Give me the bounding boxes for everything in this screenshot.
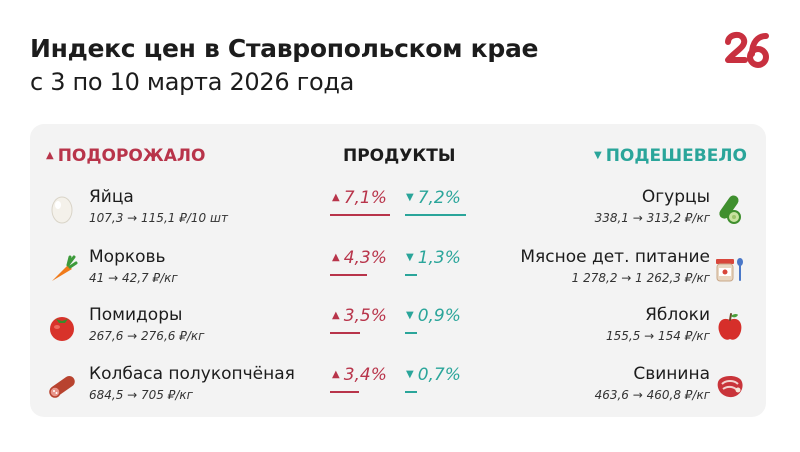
change-down: ▼ 0,7% (406, 365, 461, 385)
change-up-value: 4,3% (343, 248, 387, 268)
change-down: ▼ 0,9% (406, 306, 461, 326)
change-up-bar (330, 274, 367, 276)
change-down: ▼ 1,3% (406, 248, 461, 268)
change-up: ▲ 3,5% (332, 306, 387, 326)
product-down-prices: 1 278,2 → 1 262,3 ₽/кг (571, 271, 710, 285)
table-row: Яйца 107,3 → 115,1 ₽/10 шт ▲ 7,1% ▼ 7,2% О… (0, 187, 800, 247)
change-down-bar (405, 391, 417, 393)
change-up-bar (330, 214, 390, 216)
product-up-name: Колбаса полукопчёная (89, 364, 295, 384)
page-subtitle: с 3 по 10 марта 2026 года (30, 68, 355, 96)
change-up-value: 3,4% (343, 365, 387, 385)
triangle-up-icon: ▲ (332, 192, 340, 203)
change-down-bar (405, 332, 417, 334)
change-up-value: 7,1% (343, 188, 387, 208)
egg-icon (51, 196, 73, 224)
change-down-value: 0,9% (417, 306, 461, 326)
table-row: Помидоры 267,6 → 276,6 ₽/кг ▲ 3,5% ▼ 0,9% … (0, 305, 800, 365)
change-down: ▼ 7,2% (406, 188, 461, 208)
product-down-name: Свинина (633, 364, 710, 384)
product-up-prices: 41 → 42,7 ₽/кг (89, 271, 178, 285)
product-up-prices: 684,5 → 705 ₽/кг (89, 388, 193, 402)
column-header-products: ПРОДУКТЫ (343, 146, 456, 166)
carrot-icon (52, 255, 78, 281)
product-down-prices: 463,6 → 460,8 ₽/кг (594, 388, 710, 402)
meat-icon (717, 376, 743, 398)
triangle-down-icon: ▼ (406, 310, 414, 321)
change-up-bar (330, 332, 360, 334)
change-down-bar (405, 214, 466, 216)
change-up: ▲ 3,4% (332, 365, 387, 385)
price-index-card (30, 124, 766, 417)
change-down-value: 7,2% (417, 188, 461, 208)
change-down-value: 1,3% (417, 248, 461, 268)
change-up: ▲ 4,3% (332, 248, 387, 268)
change-up-value: 3,5% (343, 306, 387, 326)
triangle-down-icon: ▼ (406, 252, 414, 263)
table-row: Колбаса полукопчёная 684,5 → 705 ₽/кг ▲ 3… (0, 364, 800, 424)
product-up-name: Помидоры (89, 305, 183, 325)
logo-26-icon (725, 32, 769, 68)
triangle-up-icon: ▲ (332, 369, 340, 380)
triangle-down-icon: ▼ (406, 369, 414, 380)
page-title: Индекс цен в Ставропольском крае (30, 34, 539, 63)
change-down-value: 0,7% (417, 365, 461, 385)
product-up-name: Яйца (89, 187, 134, 207)
product-down-name: Яблоки (645, 305, 710, 325)
triangle-down-icon: ▼ (406, 192, 414, 203)
product-down-prices: 338,1 → 313,2 ₽/кг (594, 211, 710, 225)
product-down-prices: 155,5 → 154 ₽/кг (606, 329, 710, 343)
column-header-up-label: ПОДОРОЖАЛО (57, 146, 206, 166)
change-up-bar (330, 391, 359, 393)
table-row: Морковь 41 → 42,7 ₽/кг ▲ 4,3% ▼ 1,3% Мясно… (0, 247, 800, 307)
triangle-down-icon: ▼ (594, 150, 602, 161)
apple-icon (718, 313, 742, 340)
change-up: ▲ 7,1% (332, 188, 387, 208)
change-down-bar (405, 274, 417, 276)
product-up-name: Морковь (89, 247, 166, 267)
triangle-up-icon: ▲ (46, 150, 54, 161)
triangle-up-icon: ▲ (332, 310, 340, 321)
triangle-up-icon: ▲ (332, 252, 340, 263)
cucumber-icon (719, 195, 741, 224)
column-header-up: ▲ ПОДОРОЖАЛО (46, 146, 205, 166)
product-down-name: Огурцы (641, 187, 710, 207)
column-header-down-label: ПОДЕШЕВЕЛО (605, 146, 747, 166)
column-header-down: ▼ ПОДЕШЕВЕЛО (594, 146, 747, 166)
product-up-prices: 267,6 → 276,6 ₽/кг (89, 329, 205, 343)
product-down-name: Мясное дет. питание (520, 247, 710, 267)
baby-food-jar-icon (716, 258, 743, 282)
product-up-prices: 107,3 → 115,1 ₽/10 шт (89, 211, 228, 225)
tomato-icon (50, 317, 74, 341)
sausage-icon (49, 376, 75, 398)
